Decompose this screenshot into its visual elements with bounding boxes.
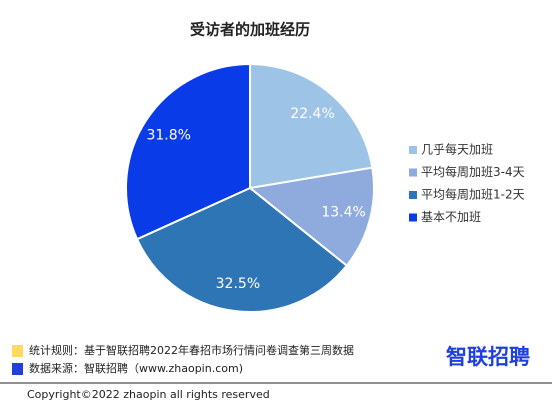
pie-slice xyxy=(247,166,375,268)
legend-label: 基本不加班 xyxy=(421,210,481,224)
value-label: 32.5% xyxy=(216,276,260,292)
legend-swatch xyxy=(409,168,417,177)
pie-slice xyxy=(249,62,374,190)
value-label: 22.4% xyxy=(290,106,334,122)
legend-swatch xyxy=(409,213,417,222)
note-text: 统计规则：基于智联招聘2022年春招市场行情问卷调查第三周数据 xyxy=(29,343,354,357)
note-swatch xyxy=(12,363,23,375)
legend-swatch xyxy=(409,146,417,154)
pie-slice xyxy=(135,186,349,313)
logo: 智联招聘 xyxy=(446,345,530,369)
value-label: 13.4% xyxy=(321,204,365,220)
value-label: 31.8% xyxy=(146,128,190,144)
pie-slice xyxy=(125,62,251,241)
legend-label: 平均每周加班1-2天 xyxy=(421,187,525,202)
chart-title: 受访者的加班经历 xyxy=(190,21,310,39)
legend-label: 几乎每天加班 xyxy=(421,142,493,157)
legend-swatch xyxy=(409,191,417,199)
note-text: 数据来源：智联招聘（www.zhaopin.com) xyxy=(29,361,243,375)
copyright: Copyright©2022 zhaopin all rights reserv… xyxy=(27,388,270,401)
note-swatch xyxy=(12,345,23,357)
legend-label: 平均每周加班3-4天 xyxy=(421,164,525,179)
